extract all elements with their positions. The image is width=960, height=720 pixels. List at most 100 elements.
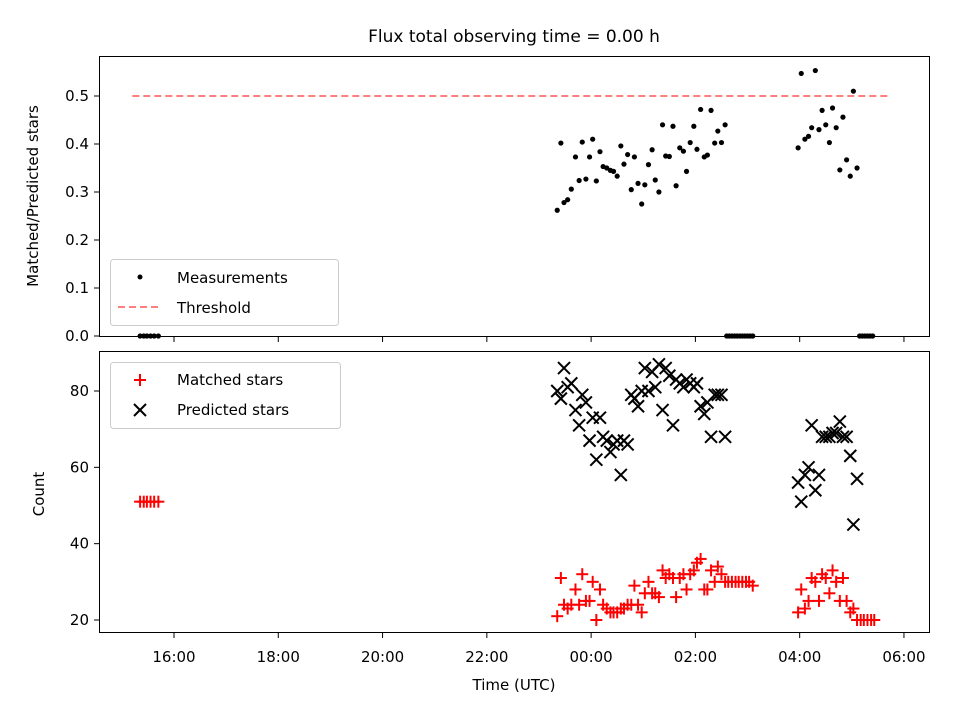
matched-star-point	[802, 594, 815, 607]
measurement-point	[829, 105, 836, 111]
predicted-star-point	[614, 468, 628, 482]
predicted-star-point	[582, 433, 597, 448]
top-panel-frame	[99, 56, 930, 337]
measurement-point	[840, 114, 846, 120]
matched-star-point	[708, 575, 721, 588]
matched-star-point	[632, 598, 645, 611]
measurement-point	[565, 197, 571, 203]
matched-star-point	[809, 575, 822, 588]
matched-star-point	[590, 614, 603, 626]
measurement-point	[666, 153, 672, 160]
measurement-point	[649, 147, 655, 153]
predicted-star-point	[833, 414, 847, 429]
matched-star-point	[798, 602, 811, 615]
predicted-star-point	[711, 388, 725, 402]
measurement-point	[554, 207, 560, 213]
measurement-point	[847, 173, 853, 179]
predicted-star-point	[589, 452, 604, 467]
legend-predicted-label: Predicted stars	[177, 401, 289, 419]
measurement-point	[833, 125, 839, 131]
matched-star-point	[656, 564, 669, 577]
matched-star-point	[583, 594, 596, 607]
matched-star-point	[830, 575, 843, 588]
bottom-xtick-label: 06:00	[882, 648, 925, 666]
predicted-star-point	[631, 399, 645, 413]
measurement-point	[812, 67, 818, 74]
bottom-panel: 20 40 60 80 16:00 18:00 20:00 22:00 00:00 02:00 0…	[30, 351, 930, 694]
measurement-point	[631, 154, 637, 160]
measurement-point	[586, 154, 593, 160]
measurement-point	[652, 177, 658, 183]
measurement-point	[568, 186, 574, 192]
measurement-point	[579, 139, 585, 145]
predicted-star-point	[603, 445, 618, 459]
matched-star-point	[711, 560, 724, 573]
measurement-point	[628, 187, 634, 193]
matched-star-point	[792, 606, 805, 619]
bottom-panel-frame	[99, 351, 930, 633]
predicted-star-point	[593, 411, 607, 425]
matched-star-point	[868, 614, 881, 626]
measurement-point	[576, 177, 582, 184]
top-ytick-label: 0.2	[65, 231, 89, 249]
matched-star-point	[701, 583, 714, 596]
predicted-star-point	[829, 426, 843, 440]
matched-star-point	[694, 552, 707, 565]
predicted-star-point	[804, 418, 819, 433]
predicted-star-point	[564, 376, 579, 391]
matched-star-point	[635, 606, 648, 619]
top-ytick-label: 0.5	[65, 87, 89, 105]
predicted-star-point	[718, 430, 732, 444]
measurement-point	[795, 145, 801, 151]
predicted-star-point	[693, 399, 708, 413]
top-ytick-label: 0.0	[65, 327, 89, 345]
top-ytick-label: 0.3	[65, 183, 89, 201]
bottom-xtick-label: 02:00	[674, 648, 717, 666]
measurement-point	[826, 139, 832, 146]
measurement-point	[715, 128, 721, 134]
bottom-ytick-label: 80	[70, 382, 89, 400]
measurement-point	[583, 176, 589, 182]
legend-predicted-marker	[133, 403, 147, 417]
predicted-star-point	[638, 361, 652, 375]
matched-star-point	[680, 583, 693, 596]
bottom-ytick-label: 60	[70, 458, 89, 476]
predicted-star-point	[600, 433, 614, 448]
predicted-star-point	[704, 430, 718, 444]
measurement-point	[618, 143, 624, 149]
top-ylabel: Matched/Predicted stars	[24, 105, 42, 287]
measurement-point	[850, 88, 856, 94]
predicted-star-point	[550, 384, 564, 398]
top-legend: Measurements Threshold	[110, 259, 339, 326]
measurement-point	[837, 167, 843, 173]
top-ytick-label: 0.4	[65, 135, 89, 153]
bottom-xtick-label: 18:00	[257, 648, 300, 666]
measurement-point	[639, 201, 645, 207]
matched-star-point	[840, 594, 853, 607]
matched-star-point	[826, 564, 839, 577]
top-panel: 0.0 0.1 0.2 0.3 0.4 0.5 Matched/Predicted sta…	[24, 56, 930, 345]
predicted-star-point	[798, 468, 812, 482]
predicted-star-point	[714, 388, 729, 402]
bottom-ytick-label: 20	[70, 611, 89, 629]
predicted-star-point	[690, 376, 704, 391]
predicted-star-point	[836, 430, 850, 444]
measurement-point	[718, 139, 725, 146]
predicted-star-point	[579, 395, 593, 410]
measurement-point	[656, 189, 662, 195]
measurement-point	[673, 183, 679, 189]
matched-star-point	[628, 579, 641, 592]
measurement-point	[805, 133, 812, 139]
matched-star-point	[551, 610, 564, 623]
matched-star-point	[819, 572, 832, 585]
matched-star-point	[836, 572, 849, 585]
measurement-point	[625, 151, 631, 158]
predicted-star-point	[655, 403, 670, 417]
matched-star-point	[586, 575, 599, 588]
bottom-xtick-label: 16:00	[152, 648, 195, 666]
measurement-point	[802, 136, 808, 142]
predicted-star-point	[846, 517, 861, 532]
predicted-star-point	[648, 380, 662, 394]
matched-star-point	[746, 579, 759, 592]
